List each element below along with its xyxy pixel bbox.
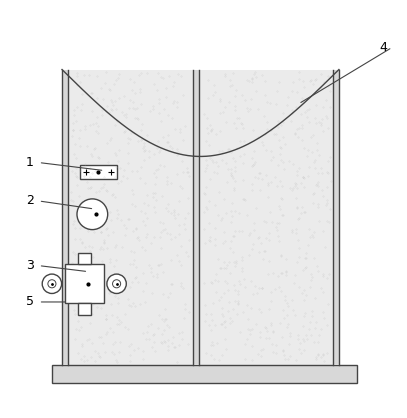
Bar: [65, 264, 104, 303]
Text: 1: 1: [26, 156, 34, 169]
Bar: [80, 165, 116, 178]
Bar: [62, 69, 68, 364]
Bar: [193, 69, 199, 364]
Circle shape: [77, 199, 108, 229]
Bar: [333, 69, 339, 364]
Circle shape: [48, 280, 56, 288]
Circle shape: [42, 274, 61, 293]
Text: 3: 3: [26, 259, 34, 272]
Text: 5: 5: [26, 296, 34, 308]
Bar: [78, 253, 91, 264]
Text: 4: 4: [379, 41, 387, 54]
Bar: [78, 303, 91, 314]
Text: 2: 2: [26, 194, 34, 207]
Bar: [52, 364, 357, 383]
Circle shape: [113, 280, 120, 288]
Circle shape: [107, 274, 126, 293]
Bar: [68, 69, 333, 364]
